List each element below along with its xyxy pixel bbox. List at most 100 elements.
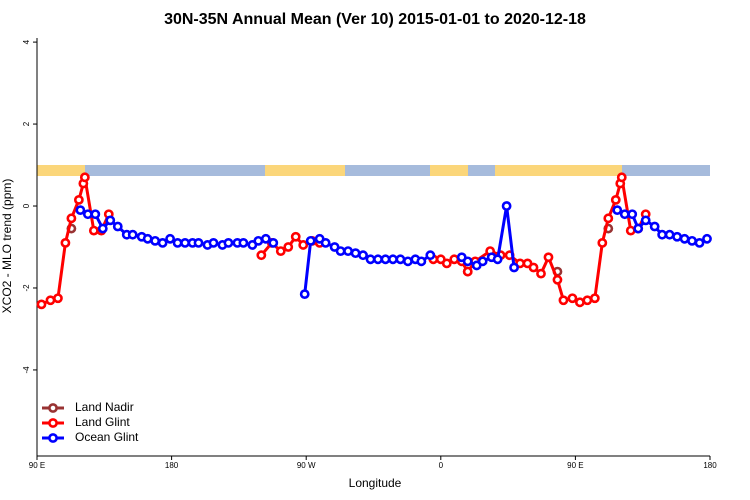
data-point <box>88 225 99 236</box>
data-point <box>350 248 361 259</box>
data-point <box>402 256 413 267</box>
data-point <box>260 233 271 244</box>
data-point <box>253 235 264 246</box>
data-point <box>395 254 406 265</box>
data-point <box>283 242 294 252</box>
data-point <box>150 235 161 246</box>
legend-label: Land Nadir <box>75 400 134 414</box>
data-point <box>528 262 539 273</box>
data-point <box>305 235 316 246</box>
data-point <box>536 268 546 279</box>
data-point <box>501 201 512 211</box>
ocean-band <box>468 165 495 176</box>
data-point <box>298 240 309 250</box>
data-point <box>462 256 473 267</box>
data-point <box>193 238 204 248</box>
data-point <box>687 235 697 246</box>
data-point <box>558 295 569 306</box>
data-point <box>112 221 123 232</box>
data-point <box>66 213 77 224</box>
legend-marker <box>48 433 58 443</box>
data-point <box>679 233 690 244</box>
data-point <box>492 254 503 265</box>
y-axis-label: XCO2 - MLO trend (ppm) <box>0 179 14 314</box>
data-point <box>702 233 712 244</box>
data-point <box>75 205 86 216</box>
data-point <box>425 250 436 261</box>
data-point <box>449 254 460 265</box>
data-point <box>142 233 153 244</box>
data-point <box>627 209 638 220</box>
data-point <box>619 209 630 220</box>
data-point <box>543 252 554 263</box>
data-point <box>53 293 63 304</box>
data-point <box>97 223 108 234</box>
data-point <box>165 233 176 244</box>
x-tick-label: 90 W <box>297 461 316 470</box>
ocean-band <box>345 165 430 176</box>
y-tick-label: 0 <box>22 203 31 208</box>
data-point <box>343 246 353 256</box>
data-point <box>640 215 651 226</box>
data-point <box>373 254 383 265</box>
data-point <box>256 250 267 261</box>
legend-label: Land Glint <box>75 415 130 429</box>
data-point <box>105 215 116 226</box>
data-point <box>694 238 705 248</box>
data-point <box>612 205 623 216</box>
data-point <box>509 262 519 273</box>
data-point <box>365 254 376 265</box>
data-point <box>79 172 90 183</box>
data-point <box>672 231 682 242</box>
data-point <box>567 293 578 304</box>
land-ocean-band <box>37 165 710 176</box>
data-point <box>380 254 391 265</box>
data-point <box>477 256 488 267</box>
data-point <box>416 256 427 267</box>
y-tick-label: 2 <box>22 121 31 126</box>
data-point <box>574 297 585 308</box>
y-tick-label: -2 <box>22 284 31 292</box>
data-point <box>616 172 627 183</box>
data-point <box>625 225 636 236</box>
data-point <box>45 295 56 306</box>
x-tick-label: 90 E <box>567 461 583 470</box>
data-point <box>320 238 331 248</box>
data-point <box>657 229 668 240</box>
legend-marker <box>48 403 58 413</box>
data-point <box>180 238 190 248</box>
data-point <box>388 254 398 265</box>
legend-marker <box>48 418 58 428</box>
data-point <box>208 238 219 248</box>
data-point <box>610 194 621 205</box>
y-tick-label: 4 <box>22 39 31 44</box>
data-point <box>73 194 84 205</box>
x-tick-label: 180 <box>165 461 179 470</box>
ocean-band <box>85 165 265 176</box>
data-point <box>589 293 600 304</box>
series-line <box>40 176 111 306</box>
data-point <box>358 250 368 261</box>
data-point <box>299 289 310 300</box>
chart-title: 30N-35N Annual Mean (Ver 10) 2015-01-01 … <box>164 11 586 28</box>
data-point <box>157 238 168 248</box>
data-point <box>335 246 346 256</box>
data-point <box>552 274 563 285</box>
data-point <box>238 238 249 248</box>
x-axis-label: Longitude <box>349 476 402 490</box>
data-point <box>649 221 660 232</box>
y-tick-label: -4 <box>22 366 31 374</box>
data-point <box>582 295 593 306</box>
x-tick-label: 180 <box>703 461 717 470</box>
data-point <box>633 223 644 234</box>
data-point <box>36 299 47 310</box>
data-point <box>275 246 286 256</box>
data-point <box>462 266 473 277</box>
data-point <box>127 229 138 240</box>
x-tick-label: 90 E <box>29 461 45 470</box>
data-point <box>603 213 614 224</box>
x-tick-label: 0 <box>439 461 444 470</box>
ocean-band <box>622 165 710 176</box>
legend-label: Ocean Glint <box>75 430 139 444</box>
